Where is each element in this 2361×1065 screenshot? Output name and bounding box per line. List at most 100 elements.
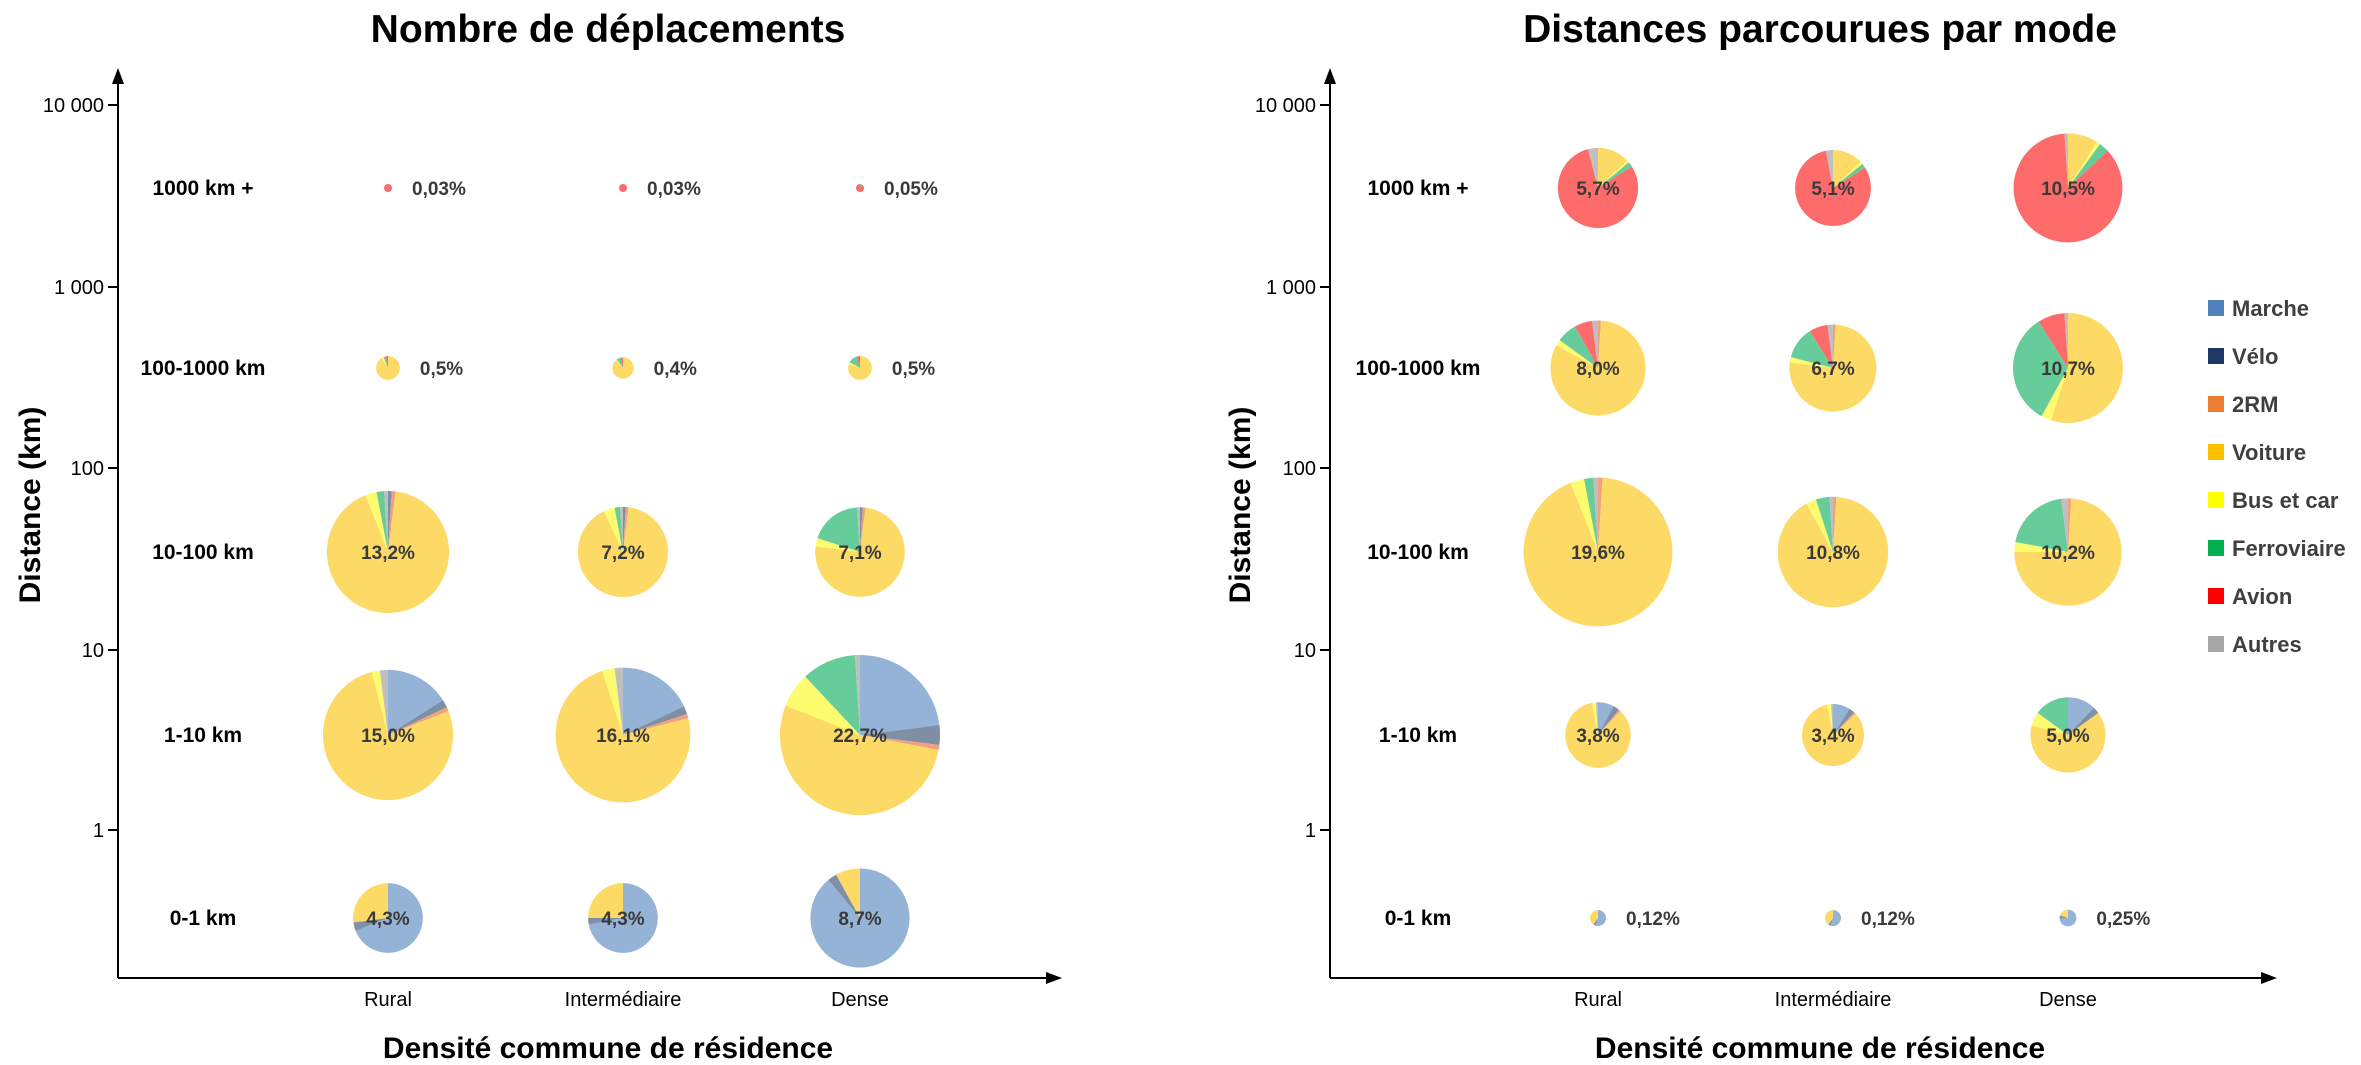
x-axis-arrow [2261,972,2277,984]
pie-value-label: 0,4% [654,359,697,380]
pie-chart [848,356,872,380]
pie-chart [588,883,658,953]
pie-slice-bus-et-car [2041,368,2068,421]
pie-value-label: 5,1% [1811,179,1854,200]
pie-slice-2rm [1833,712,1856,735]
legend-label: Autres [2232,632,2302,657]
pie-slice-voiture [1833,150,1861,188]
pie-slice-bus-et-car [365,492,388,552]
pie-slice-bus-et-car [615,359,623,368]
pie-slice-v-lo [1593,918,1598,926]
pie-slice-voiture [848,356,872,380]
y-tick-label: 10 [1294,640,1316,662]
pie-value-label: 10,2% [2041,543,2095,564]
legend-label: Marche [2232,296,2309,321]
pie-slice-avion [855,184,864,192]
pie-slice-2rm [1598,477,1603,552]
pie-chart [1550,320,1646,416]
legend-swatch [2208,540,2224,556]
pie-slice-autres [614,667,623,735]
y-tick-label: 1 [1305,820,1316,842]
pie-value-label: 10,7% [2041,359,2095,380]
pie-slice-ferroviaire [1584,477,1598,552]
pie-slice-v-lo [623,706,688,735]
pie-value-label: 8,7% [838,909,881,930]
y-tick-label: 10 [82,640,104,662]
pie-chart [1523,477,1673,627]
pie-slice-bus-et-car [371,670,388,735]
pie-slice-ferroviaire [616,357,623,368]
pie-slice-marche [588,883,658,953]
pie-slice-2rm [388,707,449,735]
pie-value-label: 4,3% [601,909,644,930]
pie-slice-autres [1595,702,1598,735]
pie-value-label: 10,8% [1806,543,1860,564]
pie-slice-voiture [588,883,623,918]
pie-chart [555,667,691,803]
pie-value-label: 10,5% [2041,179,2095,200]
pie-chart [1565,702,1631,768]
pie-slice-2rm [2068,498,2072,552]
y-tick-label: 1 [93,820,104,842]
chart-panel-2: Distances parcourues par mode 10 000 1 000… [1224,8,2277,1065]
legend-swatch [2208,396,2224,412]
pie-chart [1557,147,1639,229]
pie-slice-marche [623,667,684,735]
pie-slice-ferroviaire [2015,498,2068,552]
pie-value-label: 0,03% [412,179,466,200]
pie-slice-bus-et-car [785,676,860,735]
legend-swatch [2208,588,2224,604]
pie-slice-voiture [836,868,860,918]
pie-slice-v-lo [588,918,623,925]
y-axis-title: Distance (km) [1224,407,1257,604]
pie-slice-autres [384,490,388,552]
pie-slice-avion [1575,320,1598,368]
pie-value-label: 3,8% [1576,726,1619,747]
pie-value-label: 0,5% [420,359,463,380]
x-axis-arrow [1046,972,1062,984]
x-axis-title: Densité commune de résidence [1595,1032,2045,1065]
pie-slice-avion [1557,149,1639,229]
y-tick-label: 100 [1283,458,1316,480]
pie-slice-v-lo [1828,918,1833,926]
pie-value-label: 22,7% [833,726,887,747]
pie-slice-2rm [860,735,940,750]
pie-value-label: 3,4% [1811,726,1854,747]
pie-slice-v-lo [388,700,447,735]
pie-slice-voiture [779,705,939,816]
column-label: Dense [831,989,889,1011]
pie-chart [2013,313,2123,423]
pie-slice-autres [2064,313,2068,368]
pie-slice-autres [620,506,623,552]
pie-chart [1802,704,1864,766]
pie-slice-bus-et-car [1556,340,1598,368]
pie-slice-avion [619,184,627,192]
pie-slice-2rm [388,491,396,552]
pie-slice-bus-et-car [1827,704,1833,735]
column-label: Rural [1574,989,1622,1011]
pie-slice-autres [2064,133,2068,188]
pie-slice-voiture [353,883,388,923]
legend-label: Vélo [2232,344,2278,369]
pie-slice-voiture [322,671,454,801]
legend-label: Bus et car [2232,488,2339,513]
pie-slice-avion [385,356,388,368]
pie-chart [322,669,454,801]
pie-slice-voiture [815,507,905,597]
pie-slice-avion [2038,313,2068,368]
pie-slice-2rm [623,507,629,552]
pie-slice-ferroviaire [817,507,860,552]
pie-slice-bus-et-car [1833,162,1863,188]
legend-label: Ferroviaire [2232,536,2346,561]
pie-slice-autres [1592,320,1598,368]
y-tick-label: 10 000 [1255,95,1316,117]
legend-label: 2RM [2232,392,2278,417]
pie-chart [612,357,634,379]
y-axis-arrow [112,68,124,84]
pie-value-label: 0,12% [1626,909,1680,930]
pie-slice-v-lo [1833,708,1855,735]
pie-chart [1795,150,1871,226]
pie-value-label: 5,7% [1576,179,1619,200]
pie-slice-marche [860,654,940,735]
